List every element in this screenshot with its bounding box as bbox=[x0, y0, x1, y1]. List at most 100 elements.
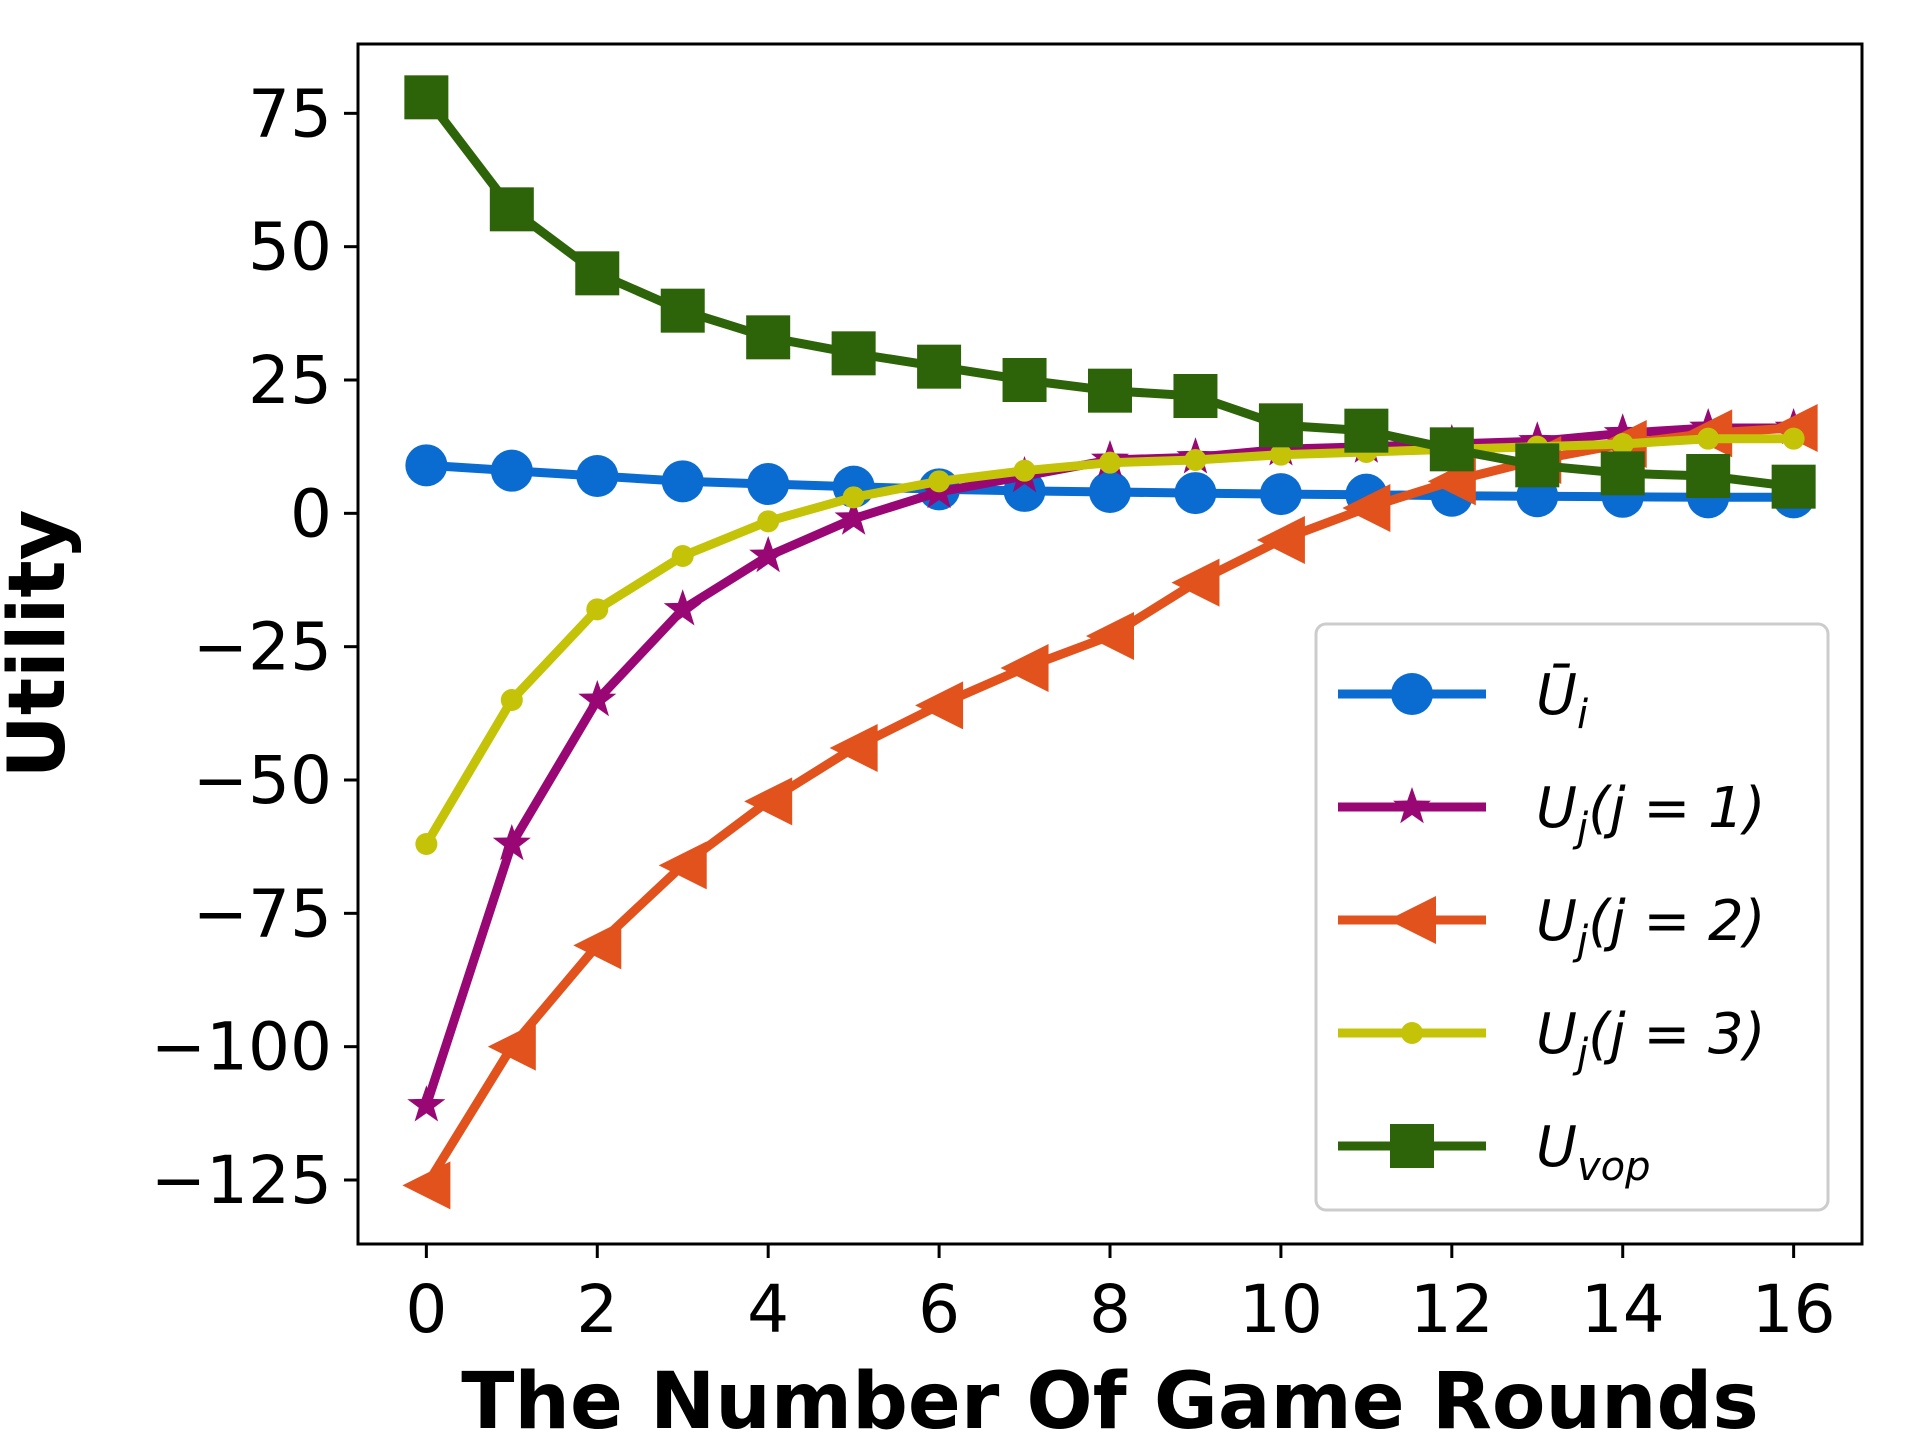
legend-item: Uj(j = 1) bbox=[1338, 776, 1766, 851]
legend-label: Uj(j = 1) bbox=[1536, 776, 1766, 851]
data-point bbox=[404, 75, 449, 120]
data-point bbox=[500, 689, 523, 711]
y-tick-label: −50 bbox=[193, 742, 332, 819]
data-point bbox=[490, 449, 533, 492]
data-point bbox=[660, 288, 705, 333]
data-point bbox=[1782, 427, 1805, 450]
data-point bbox=[1086, 612, 1134, 660]
data-point bbox=[1603, 413, 1642, 450]
series-5 bbox=[404, 75, 1816, 509]
data-point bbox=[402, 1161, 451, 1210]
data-point bbox=[1089, 471, 1131, 513]
x-tick-label: 4 bbox=[747, 1271, 789, 1348]
legend-label: Uj(j = 2) bbox=[1536, 889, 1766, 964]
data-point bbox=[1002, 358, 1047, 402]
data-point bbox=[1000, 644, 1049, 692]
data-point bbox=[1686, 454, 1731, 498]
data-point bbox=[829, 724, 878, 772]
data-point bbox=[405, 444, 448, 487]
data-point bbox=[1515, 443, 1560, 488]
data-point bbox=[744, 777, 793, 826]
data-point bbox=[842, 486, 865, 509]
y-tick-label: −75 bbox=[193, 875, 332, 952]
data-point bbox=[917, 344, 962, 389]
series-line bbox=[421, 92, 1799, 492]
data-point bbox=[671, 545, 694, 567]
data-point bbox=[1344, 408, 1389, 453]
y-tick-label: 50 bbox=[248, 209, 332, 286]
x-axis: 0 2 4 6 8 10 12 14 16 bbox=[405, 1244, 1836, 1348]
data-point bbox=[1259, 473, 1302, 516]
data-point bbox=[1258, 403, 1303, 448]
data-point bbox=[747, 463, 790, 505]
data-point bbox=[489, 187, 534, 232]
x-tick-label: 10 bbox=[1239, 1271, 1323, 1348]
data-point bbox=[573, 921, 622, 970]
y-tick-label: 0 bbox=[290, 475, 332, 552]
legend-item: Ūi bbox=[1338, 663, 1588, 738]
legend-item: Uj(j = 3) bbox=[1338, 1002, 1766, 1077]
x-tick-label: 14 bbox=[1581, 1271, 1665, 1348]
data-point bbox=[575, 251, 620, 296]
x-tick-label: 6 bbox=[918, 1271, 960, 1348]
data-point bbox=[1611, 433, 1634, 455]
y-axis: 75 50 25 0 −25 −50 −75 −100 −125 bbox=[151, 75, 358, 1219]
y-tick-label: 25 bbox=[248, 342, 332, 419]
data-point bbox=[1013, 459, 1036, 482]
data-point bbox=[757, 510, 780, 533]
data-point bbox=[1174, 472, 1217, 515]
data-point bbox=[1256, 516, 1305, 564]
data-point bbox=[1088, 368, 1132, 413]
data-point bbox=[407, 1085, 446, 1122]
legend-label: Ūi bbox=[1536, 663, 1588, 738]
data-point bbox=[1184, 449, 1207, 471]
data-point bbox=[831, 331, 876, 376]
data-point bbox=[492, 824, 531, 861]
x-tick-label: 8 bbox=[1089, 1271, 1131, 1348]
data-point bbox=[663, 589, 702, 626]
data-point bbox=[1099, 451, 1121, 474]
legend-frame bbox=[1314, 622, 1830, 1212]
x-axis-title: The Number Of Game Rounds bbox=[461, 1357, 1759, 1440]
data-point bbox=[658, 841, 707, 890]
data-point bbox=[1771, 464, 1816, 509]
legend-item: Uj(j = 2) bbox=[1338, 889, 1766, 964]
legend: Ūi Uj(j = 1) Uj(j = 2) Uj(j = 3) Uvop bbox=[1314, 622, 1830, 1212]
legend-item: Uvop bbox=[1338, 1115, 1651, 1190]
series-layer bbox=[402, 75, 1818, 1210]
data-point bbox=[661, 460, 704, 503]
data-point bbox=[415, 833, 438, 855]
data-point bbox=[1269, 443, 1292, 466]
data-point bbox=[1388, 896, 1436, 944]
data-point bbox=[487, 1022, 536, 1071]
y-tick-label: −125 bbox=[151, 1142, 332, 1219]
data-point bbox=[928, 470, 951, 493]
y-tick-label: −100 bbox=[151, 1009, 332, 1086]
data-point bbox=[576, 455, 619, 497]
data-point bbox=[834, 498, 873, 535]
x-tick-label: 0 bbox=[405, 1271, 447, 1348]
data-point bbox=[1173, 374, 1218, 418]
legend-label: Uj(j = 3) bbox=[1536, 1002, 1766, 1077]
data-point bbox=[1391, 673, 1433, 715]
data-point bbox=[915, 681, 964, 730]
y-axis-title: Utility bbox=[0, 510, 83, 779]
data-point bbox=[578, 680, 617, 717]
y-tick-label: 75 bbox=[248, 75, 332, 152]
x-tick-label: 12 bbox=[1410, 1271, 1494, 1348]
data-point bbox=[1429, 427, 1474, 472]
y-tick-label: −25 bbox=[193, 609, 332, 686]
data-point bbox=[749, 536, 788, 573]
x-tick-label: 16 bbox=[1752, 1271, 1836, 1348]
data-point bbox=[746, 315, 791, 360]
data-point bbox=[586, 598, 609, 621]
data-point bbox=[1390, 1124, 1434, 1168]
legend-label: Uvop bbox=[1536, 1115, 1651, 1190]
data-point bbox=[1600, 451, 1645, 496]
data-point bbox=[1697, 427, 1720, 450]
x-tick-label: 2 bbox=[576, 1271, 618, 1348]
data-point bbox=[1393, 787, 1431, 824]
data-point bbox=[1401, 1022, 1423, 1044]
data-point bbox=[1171, 558, 1220, 607]
